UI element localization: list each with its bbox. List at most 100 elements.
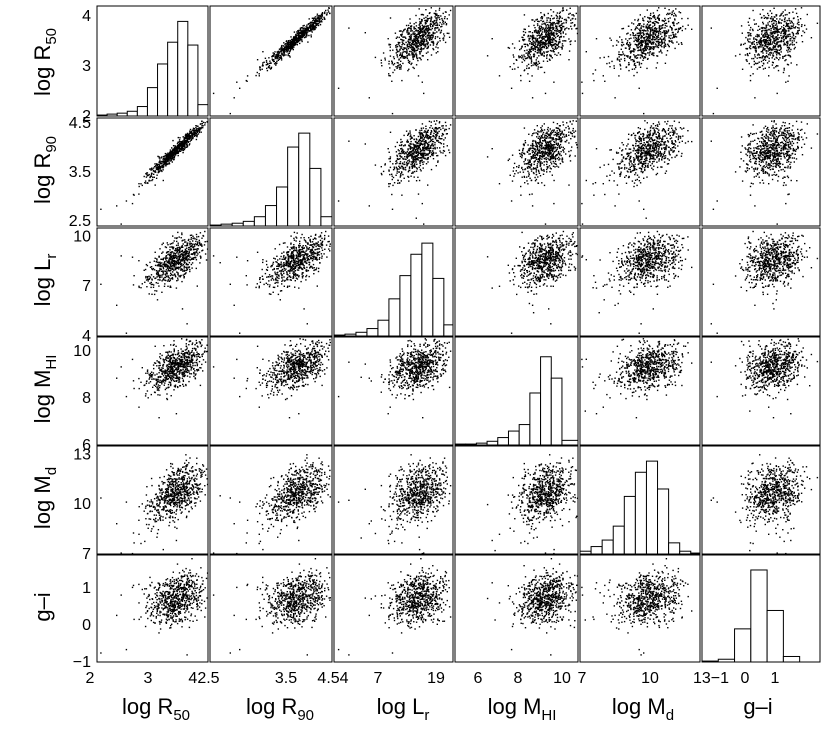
scatter-point: [255, 74, 257, 77]
scatter-point: [418, 24, 420, 26]
scatter-point: [549, 19, 552, 21]
scatter-point: [654, 29, 656, 32]
scatter-point: [658, 14, 661, 16]
scatter-point: [162, 169, 164, 171]
scatter-point: [640, 29, 642, 31]
scatter-point: [675, 28, 677, 30]
scatter-point: [162, 166, 165, 168]
scatter-point: [435, 14, 438, 16]
scatter-point: [427, 45, 430, 48]
scatter-point: [407, 163, 409, 165]
scatter-point: [315, 26, 317, 29]
scatter-point: [400, 35, 403, 37]
scatter-point: [768, 39, 770, 41]
scatter-point: [785, 37, 787, 39]
scatter-point: [536, 23, 539, 25]
scatter-point: [544, 30, 546, 32]
scatter-point: [281, 54, 284, 56]
scatter-point: [418, 35, 421, 37]
scatter-point: [408, 180, 410, 182]
scatter-point: [769, 40, 772, 42]
scatter-point: [550, 55, 552, 57]
scatter-point: [400, 60, 402, 62]
scatter-point: [196, 125, 198, 127]
scatter-point: [535, 43, 537, 45]
scatter-point: [435, 165, 437, 167]
scatter-point: [637, 39, 639, 41]
scatter-point: [288, 46, 290, 48]
scatter-point: [426, 153, 428, 155]
scatter-point: [541, 54, 544, 56]
panel-log-r50-vs-g-i: [701, 5, 821, 117]
scatter-point: [636, 40, 639, 43]
scatter-point: [779, 40, 781, 43]
scatter-point: [418, 138, 421, 141]
scatter-point: [788, 19, 790, 21]
scatter-point: [541, 153, 544, 155]
scatter-point: [327, 9, 329, 11]
scatter-point: [388, 169, 390, 171]
scatter-point: [419, 168, 422, 171]
scatter-point: [798, 27, 800, 29]
scatter-point: [791, 25, 793, 28]
scatter-point: [293, 39, 296, 42]
scatter-point: [287, 45, 289, 47]
scatter-point: [403, 36, 405, 38]
scatter-point: [539, 42, 541, 45]
scatter-point: [436, 134, 438, 137]
scatter-point: [774, 40, 777, 42]
scatter-point: [540, 40, 542, 43]
scatter-point: [422, 135, 424, 137]
scatter-point: [654, 16, 656, 18]
scatter-point: [491, 38, 493, 40]
scatter-point: [534, 47, 537, 49]
scatter-point: [417, 45, 419, 47]
scatter-point: [545, 160, 548, 163]
scatter-point: [168, 161, 170, 163]
scatter-point: [620, 48, 622, 50]
scatter-point: [414, 145, 417, 148]
scatter-point: [408, 62, 411, 64]
scatter-point: [552, 47, 554, 50]
scatter-point: [423, 38, 425, 41]
scatter-point: [797, 19, 799, 21]
scatter-point: [415, 170, 418, 172]
scatter-point: [784, 43, 787, 46]
scatter-point: [758, 66, 760, 69]
scatter-point: [430, 132, 432, 134]
scatter-point: [569, 12, 571, 15]
scatter-point: [411, 50, 414, 52]
scatter-point: [411, 172, 413, 174]
scatter-point: [427, 42, 429, 45]
scatter-point: [430, 20, 432, 22]
scatter-point: [413, 164, 416, 166]
scatter-point: [273, 60, 275, 63]
scatter-point: [523, 50, 526, 52]
scatter-point: [593, 79, 595, 82]
scatter-point: [651, 47, 653, 50]
scatter-point: [186, 143, 188, 145]
scatter-point: [303, 34, 305, 36]
scatter-point: [198, 130, 201, 132]
scatter-point: [308, 18, 310, 20]
scatter-point: [785, 54, 787, 57]
scatter-point: [758, 47, 760, 49]
scatter-point: [640, 45, 642, 47]
scatter-point: [539, 45, 541, 47]
scatter-point: [625, 66, 627, 69]
scatter-point: [765, 45, 768, 48]
scatter-point: [652, 48, 655, 51]
scatter-point: [784, 9, 786, 11]
scatter-point: [279, 56, 281, 59]
scatter-point: [657, 34, 660, 36]
scatter-point: [784, 31, 787, 33]
scatter-point: [659, 31, 662, 33]
scatter-point: [398, 168, 400, 170]
scatter-point: [787, 40, 789, 43]
scatter-point: [417, 157, 420, 159]
panel-log-r50-vs-log-mhi: [454, 5, 579, 117]
scatter-point: [539, 36, 541, 39]
scatter-point: [772, 47, 774, 49]
scatter-point: [410, 147, 412, 149]
scatter-point: [542, 45, 544, 47]
